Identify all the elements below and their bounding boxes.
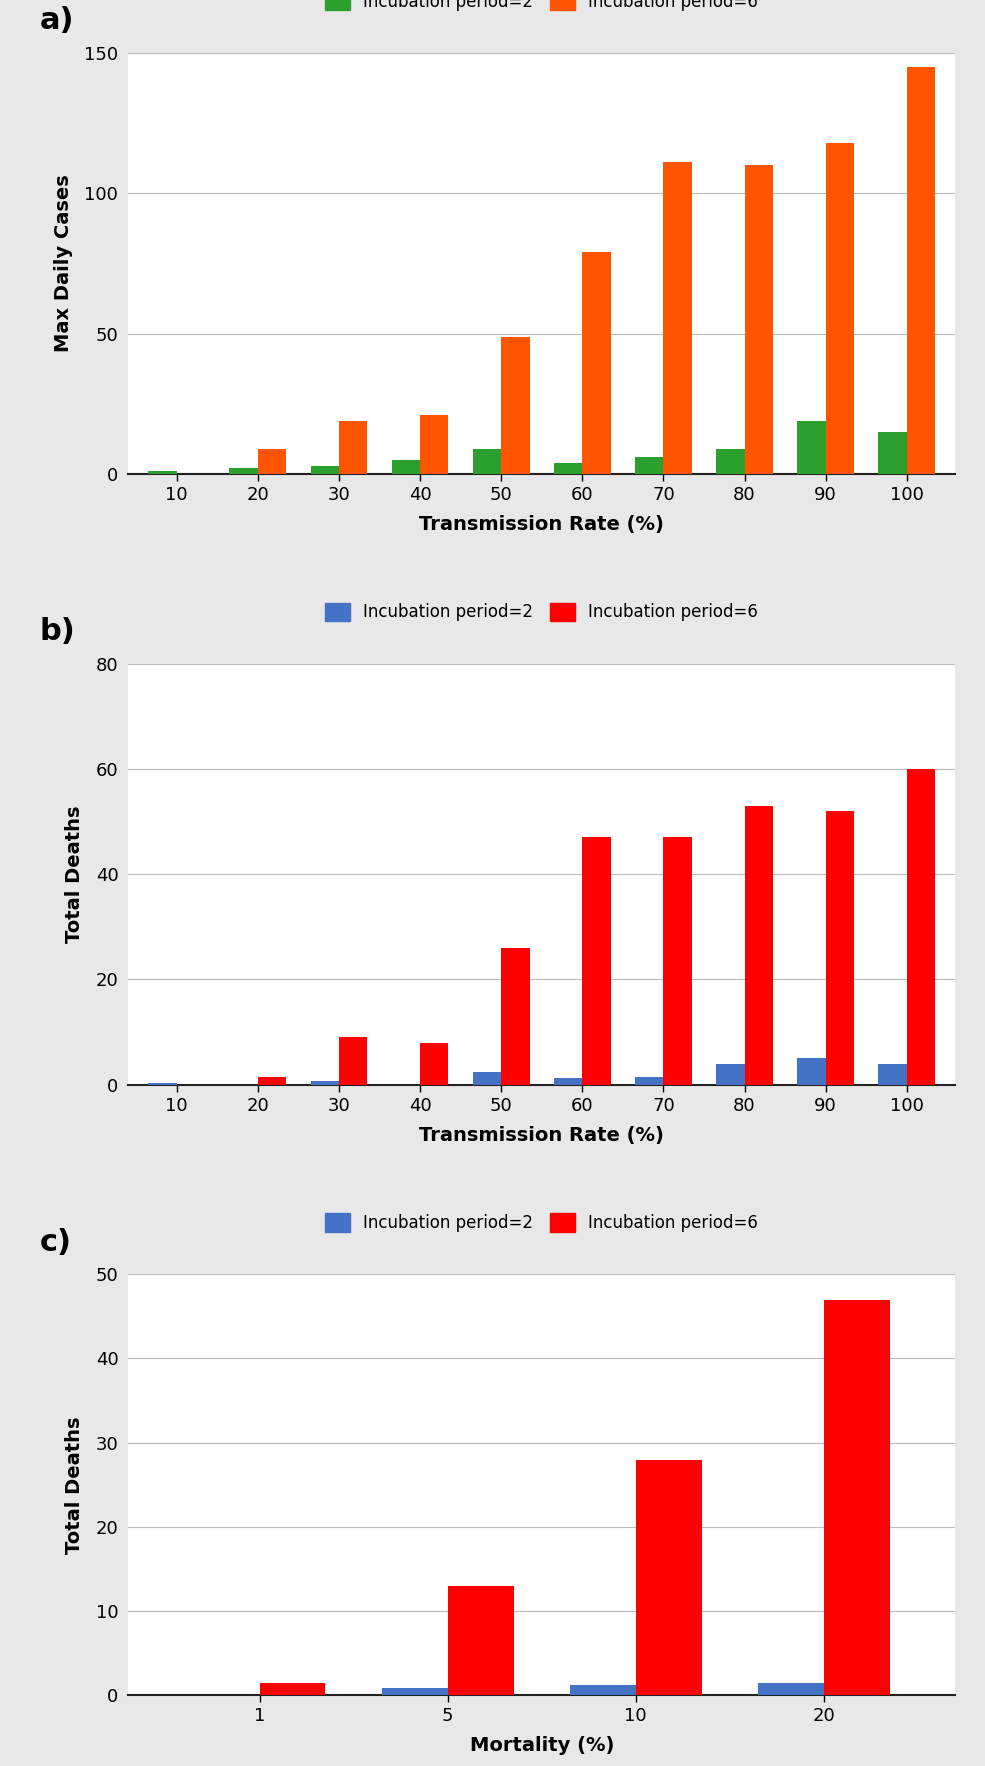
Bar	[501, 337, 530, 473]
Bar	[392, 461, 420, 473]
Bar	[907, 768, 935, 1084]
Text: b): b)	[39, 616, 75, 646]
Bar	[554, 463, 582, 473]
Bar	[554, 1079, 582, 1084]
Bar	[260, 1683, 325, 1695]
Bar	[823, 1300, 889, 1695]
Bar	[448, 1586, 513, 1695]
Bar	[501, 948, 530, 1084]
X-axis label: Mortality (%): Mortality (%)	[470, 1736, 614, 1755]
Bar	[716, 449, 745, 473]
Bar	[797, 1058, 825, 1084]
Bar	[879, 433, 907, 473]
Bar	[745, 166, 773, 473]
Bar	[339, 420, 367, 473]
Bar	[635, 1459, 701, 1695]
Bar	[664, 162, 691, 473]
Bar	[745, 805, 773, 1084]
Bar	[473, 1072, 501, 1084]
Bar	[825, 811, 854, 1084]
Y-axis label: Total Deaths: Total Deaths	[65, 805, 85, 943]
Bar	[582, 253, 611, 473]
Bar	[473, 449, 501, 473]
Bar	[382, 1688, 448, 1695]
Legend: Incubation period=2, Incubation period=6: Incubation period=2, Incubation period=6	[318, 0, 765, 18]
Bar	[797, 420, 825, 473]
Text: c): c)	[39, 1227, 71, 1257]
X-axis label: Transmission Rate (%): Transmission Rate (%)	[420, 1125, 664, 1144]
Bar	[258, 1077, 287, 1084]
Bar	[149, 472, 176, 473]
Bar	[635, 1077, 664, 1084]
Bar	[582, 837, 611, 1084]
Bar	[310, 1081, 339, 1084]
Bar	[420, 1042, 448, 1084]
Text: a): a)	[39, 7, 74, 35]
Bar	[230, 468, 258, 473]
Y-axis label: Total Deaths: Total Deaths	[65, 1416, 85, 1554]
Legend: Incubation period=2, Incubation period=6: Incubation period=2, Incubation period=6	[318, 1206, 765, 1238]
Bar	[635, 457, 664, 473]
X-axis label: Transmission Rate (%): Transmission Rate (%)	[420, 516, 664, 533]
Bar	[758, 1683, 823, 1695]
Y-axis label: Max Daily Cases: Max Daily Cases	[54, 175, 73, 353]
Bar	[258, 449, 287, 473]
Bar	[310, 466, 339, 473]
Bar	[664, 837, 691, 1084]
Bar	[339, 1037, 367, 1084]
Legend: Incubation period=2, Incubation period=6: Incubation period=2, Incubation period=6	[318, 597, 765, 629]
Bar	[907, 67, 935, 473]
Bar	[716, 1063, 745, 1084]
Bar	[879, 1063, 907, 1084]
Bar	[570, 1685, 635, 1695]
Bar	[420, 415, 448, 473]
Bar	[825, 143, 854, 473]
